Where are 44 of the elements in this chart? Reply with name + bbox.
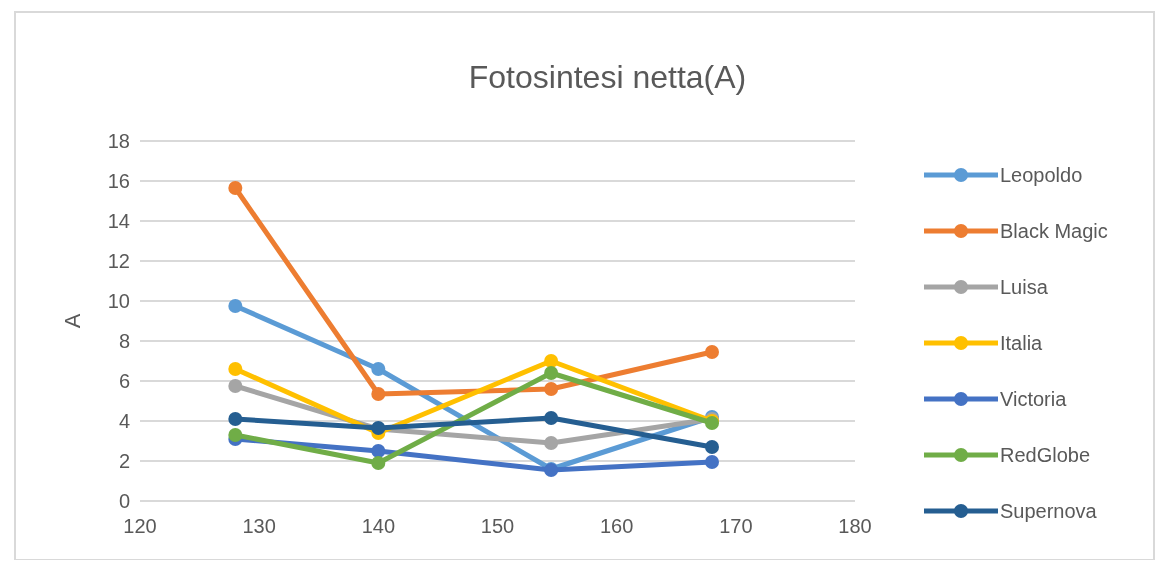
y-tick-label: 6 xyxy=(118,370,130,392)
legend-label: Luisa xyxy=(1000,276,1049,298)
point xyxy=(228,362,243,376)
x-tick-label: 170 xyxy=(719,515,753,537)
point xyxy=(228,181,243,195)
y-tick-label: 18 xyxy=(107,130,130,152)
x-tick-label: 130 xyxy=(242,515,276,537)
x-tick-label: 140 xyxy=(361,515,396,537)
legend-label: Italia xyxy=(1000,332,1044,354)
legend-label: Black Magic xyxy=(1000,220,1108,242)
y-tick-label: 2 xyxy=(118,450,130,472)
y-tick-label: 12 xyxy=(107,250,130,272)
y-axis-title: A xyxy=(60,313,85,329)
x-tick-label: 180 xyxy=(838,515,872,537)
legend-label: Leopoldo xyxy=(1000,164,1083,186)
y-tick-label: 8 xyxy=(118,330,130,352)
point xyxy=(371,456,386,470)
x-tick-label: 120 xyxy=(123,515,157,537)
point xyxy=(228,412,243,426)
legend-label: RedGlobe xyxy=(1000,444,1091,466)
point xyxy=(228,299,243,313)
point xyxy=(228,379,243,393)
y-tick-label: 14 xyxy=(107,210,130,232)
point xyxy=(544,436,559,450)
y-tick-label: 0 xyxy=(118,490,130,512)
point xyxy=(371,387,386,401)
point xyxy=(544,366,559,380)
point xyxy=(371,444,386,458)
point xyxy=(705,345,719,359)
point xyxy=(228,428,243,442)
x-tick-label: 150 xyxy=(480,515,515,537)
chart-title: Fotosintesi netta(A) xyxy=(468,59,747,95)
y-tick-label: 10 xyxy=(107,290,130,312)
y-tick-label: 16 xyxy=(107,170,130,192)
point xyxy=(705,440,719,454)
point xyxy=(544,382,559,396)
point xyxy=(544,411,559,425)
legend-label: Supernova xyxy=(1000,500,1098,522)
y-tick-label: 4 xyxy=(118,410,130,432)
point xyxy=(705,455,719,469)
point xyxy=(544,354,559,368)
x-tick-label: 160 xyxy=(599,515,634,537)
legend-label: Victoria xyxy=(1000,388,1068,410)
point xyxy=(371,362,386,376)
